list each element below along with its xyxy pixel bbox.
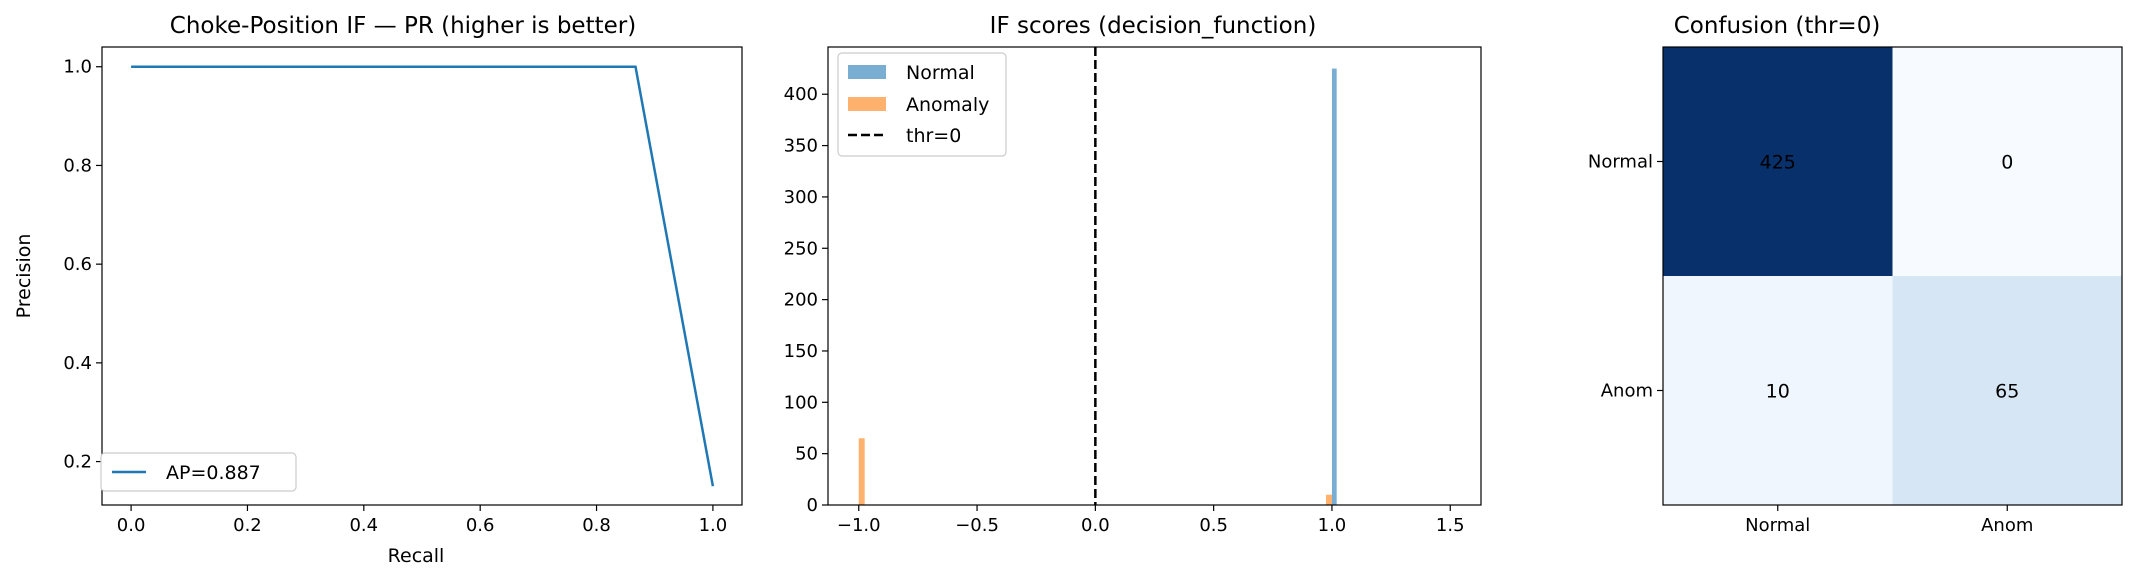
confusion-col-label: Normal [1745,515,1810,536]
pr-plot-area [101,46,743,506]
hist-y-tick-label: 200 [784,290,818,311]
pr-x-tick-label: 0.0 [117,515,146,536]
pr-legend: AP=0.887 [100,452,297,492]
hist-bar-anomaly [858,438,865,505]
confusion-cell-value: 0 [2001,152,2013,174]
pr-x-tick-label: 0.2 [233,515,262,536]
pr-x-axis: 0.0 0.2 0.4 0.6 0.8 1.0 [117,505,727,536]
confusion-col-label: Anom [1981,515,2033,536]
hist-x-axis: −1.0 −0.5 0.0 0.5 1.0 1.5 [837,505,1465,536]
hist-x-tick-label: −1.0 [837,515,881,536]
confusion-cell [1892,276,2122,505]
hist-y-tick-label: 250 [784,238,818,259]
hist-plot-area [827,46,1482,506]
hist-x-tick-label: 0.5 [1199,515,1228,536]
hist-y-tick-label: 100 [784,392,818,413]
hist-title: IF scores (decision_function) [990,13,1317,39]
pr-y-label: Precision [13,234,35,319]
confusion-cell-value: 65 [1995,381,2019,403]
hist-legend-anomaly-label: Anomaly [906,94,989,116]
confusion-matrix: 425 0 10 65 Normal Anom Normal Anom [1588,46,2123,536]
confusion-cell-value: 10 [1766,381,1790,403]
hist-y-tick-label: 350 [784,136,818,157]
confusion-axes-frame [1662,46,2123,506]
pr-legend-box [100,452,297,492]
confusion-cell-value: 425 [1760,152,1796,174]
hist-y-tick-label: 150 [784,341,818,362]
hist-x-tick-label: 1.0 [1318,515,1347,536]
hist-axes-frame [827,46,1482,506]
confusion-row-label: Anom [1601,381,1653,402]
hist-x-tick-label: −0.5 [955,515,999,536]
confusion-row-label: Normal [1588,152,1653,173]
hist-legend-threshold-label: thr=0 [906,125,961,147]
pr-y-tick-label: 0.6 [63,254,92,275]
pr-title: Choke-Position IF — PR (higher is better… [170,13,636,39]
pr-x-tick-label: 0.4 [349,515,378,536]
pr-y-tick-label: 0.8 [63,155,92,176]
confusion-panel: Confusion (thr=0) 425 0 10 65 Normal Anom Norm… [1588,13,2123,536]
hist-y-tick-label: 0 [807,495,818,516]
pr-x-tick-label: 0.8 [582,515,611,536]
pr-y-axis: 0.2 0.4 0.6 0.8 1.0 [63,57,102,473]
hist-panel: IF scores (decision_function) −1.0 −0.5 0.… [784,13,1482,536]
hist-bar-normal [1331,68,1337,505]
pr-legend-label: AP=0.887 [166,462,261,484]
pr-y-tick-label: 0.2 [63,452,92,473]
hist-legend-normal-swatch [848,65,886,79]
hist-y-tick-label: 300 [784,187,818,208]
pr-panel: Choke-Position IF — PR (higher is better… [13,13,743,567]
hist-legend-normal-label: Normal [906,62,975,84]
hist-legend-anomaly-swatch [848,97,886,111]
hist-x-tick-label: 1.5 [1436,515,1465,536]
confusion-cell [1663,276,1893,505]
hist-y-tick-label: 50 [795,444,818,465]
hist-legend: Normal Anomaly thr=0 [837,52,1007,157]
pr-axes-frame [101,46,743,506]
pr-x-tick-label: 0.6 [466,515,495,536]
pr-y-tick-label: 1.0 [63,57,92,78]
pr-x-tick-label: 1.0 [699,515,728,536]
hist-bar-anomaly [1326,494,1332,505]
confusion-cell [1663,47,1893,276]
hist-y-tick-label: 400 [784,84,818,105]
hist-x-tick-label: 0.0 [1081,515,1110,536]
pr-y-tick-label: 0.4 [63,353,92,374]
pr-curve-line [131,65,715,487]
confusion-cell [1892,47,2122,276]
pr-x-label: Recall [388,545,445,567]
confusion-title: Confusion (thr=0) [1674,13,1881,39]
hist-y-axis: 0 50 100 150 200 250 300 350 400 [784,84,828,516]
